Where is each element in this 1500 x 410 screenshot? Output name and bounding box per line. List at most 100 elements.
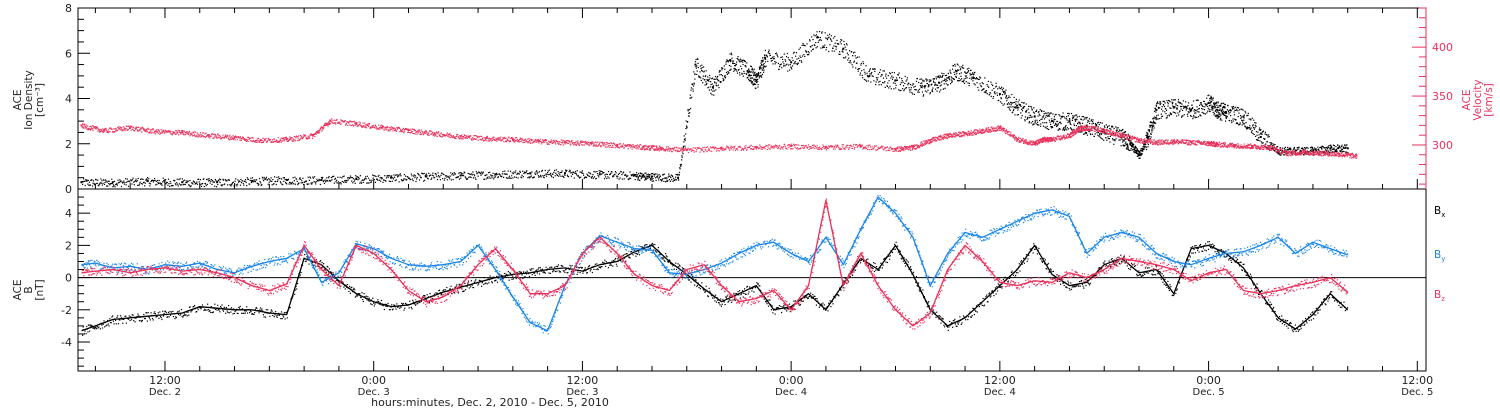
data-dot <box>436 176 438 178</box>
data-dot <box>327 122 329 124</box>
data-dot <box>711 150 713 152</box>
data-dot <box>106 131 108 133</box>
data-dot <box>191 133 193 135</box>
data-dot <box>1255 122 1257 124</box>
data-dot <box>697 62 699 64</box>
data-dot <box>212 137 214 139</box>
data-dot <box>134 180 136 182</box>
data-dot <box>1281 150 1283 152</box>
data-dot <box>179 132 181 134</box>
data-dot <box>645 178 647 180</box>
data-dot <box>585 140 587 142</box>
data-dot <box>213 133 215 135</box>
data-dot <box>1330 145 1332 147</box>
data-dot <box>667 150 669 152</box>
data-dot <box>511 136 513 139</box>
data-dot <box>685 127 687 130</box>
data-dot <box>718 79 720 81</box>
data-dot <box>1139 152 1142 154</box>
data-dot <box>148 128 150 130</box>
data-dot <box>864 73 866 75</box>
data-dot <box>1249 125 1251 127</box>
data-dot <box>1168 115 1171 117</box>
data-dot <box>137 130 139 132</box>
data-dot <box>514 172 516 174</box>
data-dot <box>684 149 686 151</box>
data-dot <box>515 170 517 172</box>
data-dot <box>1219 113 1221 115</box>
data-dot <box>409 177 411 179</box>
data-dot <box>623 171 625 173</box>
data-dot <box>498 138 500 140</box>
data-dot <box>442 178 444 180</box>
data-dot <box>648 175 650 177</box>
data-dot <box>636 174 639 176</box>
data-dot <box>1262 131 1264 133</box>
data-dot <box>302 177 304 179</box>
data-dot <box>413 132 415 135</box>
data-dot <box>585 143 587 145</box>
data-dot <box>816 31 818 33</box>
data-dot <box>126 129 128 131</box>
data-dot <box>956 63 958 65</box>
data-dot <box>460 138 462 140</box>
data-dot <box>1064 126 1066 128</box>
data-dot <box>480 139 482 141</box>
data-dot <box>460 177 462 179</box>
data-dot <box>1055 122 1057 124</box>
data-dot <box>232 135 234 137</box>
data-dot <box>422 134 424 136</box>
data-dot <box>1311 149 1313 151</box>
data-dot <box>279 181 281 183</box>
data-dot <box>1202 105 1204 108</box>
data-dot <box>1241 119 1243 121</box>
data-dot <box>221 185 223 187</box>
data-dot <box>1081 116 1083 118</box>
data-dot <box>369 127 371 129</box>
data-dot <box>122 130 124 132</box>
data-dot <box>832 37 835 39</box>
data-dot <box>163 180 165 182</box>
data-dot <box>573 177 575 179</box>
data-dot <box>1136 155 1138 157</box>
data-dot <box>224 135 226 137</box>
data-dot <box>1007 103 1009 106</box>
data-dot <box>411 130 413 133</box>
data-dot <box>613 175 615 177</box>
data-dot <box>1270 143 1272 146</box>
data-dot <box>1187 111 1189 113</box>
data-dot <box>378 128 380 130</box>
data-dot <box>560 175 562 177</box>
data-dot <box>1122 141 1124 143</box>
data-dot <box>1009 109 1011 111</box>
data-dot <box>1326 148 1329 150</box>
data-dot <box>1030 114 1032 116</box>
data-dot <box>468 137 471 139</box>
data-dot <box>103 131 105 133</box>
data-dot <box>790 67 792 69</box>
data-dot <box>654 174 656 176</box>
data-dot <box>293 180 295 182</box>
data-dot <box>719 74 721 76</box>
data-dot <box>1328 150 1330 152</box>
data-dot <box>968 85 970 87</box>
data-dot <box>515 140 517 142</box>
data-dot <box>287 140 289 142</box>
data-dot <box>1255 135 1257 137</box>
data-dot <box>787 70 789 72</box>
data-dot <box>230 185 232 187</box>
data-dot <box>755 83 757 85</box>
data-dot <box>272 179 274 181</box>
data-dot <box>363 179 365 181</box>
data-dot <box>328 123 330 125</box>
data-dot <box>694 147 697 149</box>
data-dot <box>1172 102 1174 104</box>
data-dot <box>253 179 255 181</box>
data-dot <box>1231 106 1233 108</box>
data-dot <box>1191 107 1193 109</box>
data-dot <box>1341 148 1344 150</box>
data-dot <box>509 170 512 172</box>
data-point <box>1329 147 1332 150</box>
data-dot <box>282 138 284 140</box>
data-dot <box>321 130 323 132</box>
